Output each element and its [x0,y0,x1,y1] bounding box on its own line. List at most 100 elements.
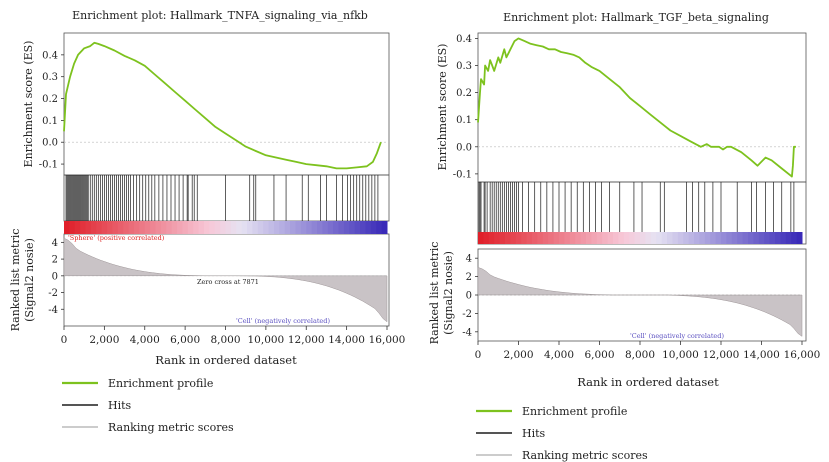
es-y-tick-label: -0.1 [453,169,472,180]
ranked-list-colorbar [478,232,803,244]
colorbar-cell [602,232,609,244]
colorbar-cell [69,221,76,234]
es-y-tick-label: 0.3 [42,72,58,83]
es-y-ticks: -0.1 0.0 0.1 0.2 0.3 0.4 [39,50,387,171]
colorbar-cell [710,232,717,244]
es-y-tick-label: 0.4 [42,50,58,61]
colorbar-cell [139,221,146,234]
colorbar-cell [101,221,108,234]
colorbar-cell [117,221,124,234]
colorbar-cell [677,232,684,244]
chart-title: Enrichment plot: Hallmark_TNFA_signaling… [72,9,368,22]
es-panel-frame [63,32,390,176]
colorbar-cell [542,232,549,244]
colorbar-cell [64,221,70,234]
colorbar-cell [203,221,210,234]
colorbar-cell [322,221,329,234]
colorbar-cell [672,232,679,244]
x-tick-label: 16,000 [369,334,406,346]
colorbar-cell [230,221,237,234]
es-y-tick-label: 0.1 [456,115,472,126]
colorbar-cell [618,232,625,244]
ranking-metric-fill [63,237,388,323]
x-tick-label: 4,000 [130,334,160,346]
x-axis-label: Rank in ordered dataset [577,375,719,389]
legend-label-ranking: Ranking metric scores [522,449,648,462]
enrichment-profile-series [63,41,382,170]
colorbar-cell [311,221,318,234]
es-y-tick-label: 0.2 [42,94,58,105]
colorbar-cell [343,221,350,234]
colorbar-cell [144,221,151,234]
es-y-tick-label: 0.1 [42,116,58,127]
x-axis-ticks: 0 2,000 4,000 6,000 8,000 10,000 12,000 14,000 1… [61,326,406,346]
colorbar-cell [780,232,787,244]
colorbar-cell [553,232,560,244]
rank-y-tick-label: -2 [48,288,58,299]
rank-axis-label-line1: Ranked list metric [9,229,22,332]
rank-y-tick-label: 0 [52,271,58,282]
colorbar-cell [737,232,744,244]
ranking-metric-fill [477,267,803,337]
colorbar-cell [499,232,506,244]
legend: Enrichment profile Hits Ranking metric s… [476,405,648,462]
x-tick-label: 10,000 [662,349,699,361]
colorbar-cell [171,221,178,234]
legend: Enrichment profile Hits Ranking metric s… [62,377,234,434]
colorbar-cell [273,221,280,234]
colorbar-cell [715,232,722,244]
colorbar-cell [596,232,603,244]
colorbar-cell [488,232,495,244]
colorbar-cell [306,221,313,234]
colorbar-cell [241,221,248,234]
colorbar-cell [494,232,501,244]
colorbar-cell [726,232,733,244]
es-y-ticks: -0.1 0.0 0.1 0.2 0.3 0.4 [453,34,802,180]
colorbar-cell [515,232,522,244]
colorbar-cell [370,221,377,234]
x-tick-label: 8,000 [210,334,240,346]
colorbar-cell [133,221,140,234]
colorbar-cell [236,221,243,234]
colorbar-cell [564,232,571,244]
colorbar-cell [623,232,630,244]
colorbar-cell [575,232,582,244]
colorbar-cell [128,221,135,234]
rank-y-ticks: 4 2 0 -2 -4 [48,238,64,316]
annotation-positive: 'Sphere' (positive correlated) [68,234,165,242]
colorbar-cell [607,232,614,244]
hits-bars [478,182,795,232]
x-tick-label: 6,000 [584,349,614,361]
enrichment-profile-line [63,41,382,170]
colorbar-cell [775,232,781,244]
colorbar-cell [667,232,673,244]
annotation-negative: 'Cell' (negatively correlated) [236,317,330,325]
colorbar-cell [80,221,87,234]
legend-label-hits: Hits [522,427,546,440]
rank-y-tick-label: -4 [462,327,472,338]
es-axis-label: Enrichment score (ES) [436,44,449,171]
colorbar-cell [354,221,361,234]
rank-y-tick-label: 4 [466,254,472,265]
colorbar-cell [640,232,646,244]
x-tick-label: 10,000 [248,334,285,346]
colorbar-cell [365,221,372,234]
colorbar-cell [796,232,803,244]
colorbar-cell [650,232,657,244]
colorbar-cell [177,221,183,234]
colorbar-cell [699,232,706,244]
legend-label-enrichment: Enrichment profile [522,405,627,418]
annotation-zero-cross: Zero cross at 7871 [197,278,259,286]
colorbar-cell [791,232,798,244]
colorbar-cell [166,221,173,234]
colorbar-cell [510,232,517,244]
colorbar-cell [785,232,792,244]
colorbar-cell [338,221,345,234]
rank-y-tick-label: -4 [48,305,58,316]
colorbar-cell [300,221,307,234]
colorbar-cell [586,232,592,244]
es-y-tick-label: 0.0 [42,138,58,149]
rank-y-tick-label: 4 [52,238,58,249]
rank-axis-label-line2: (Signal2 nosie) [23,238,36,322]
colorbar-cell [268,221,275,234]
